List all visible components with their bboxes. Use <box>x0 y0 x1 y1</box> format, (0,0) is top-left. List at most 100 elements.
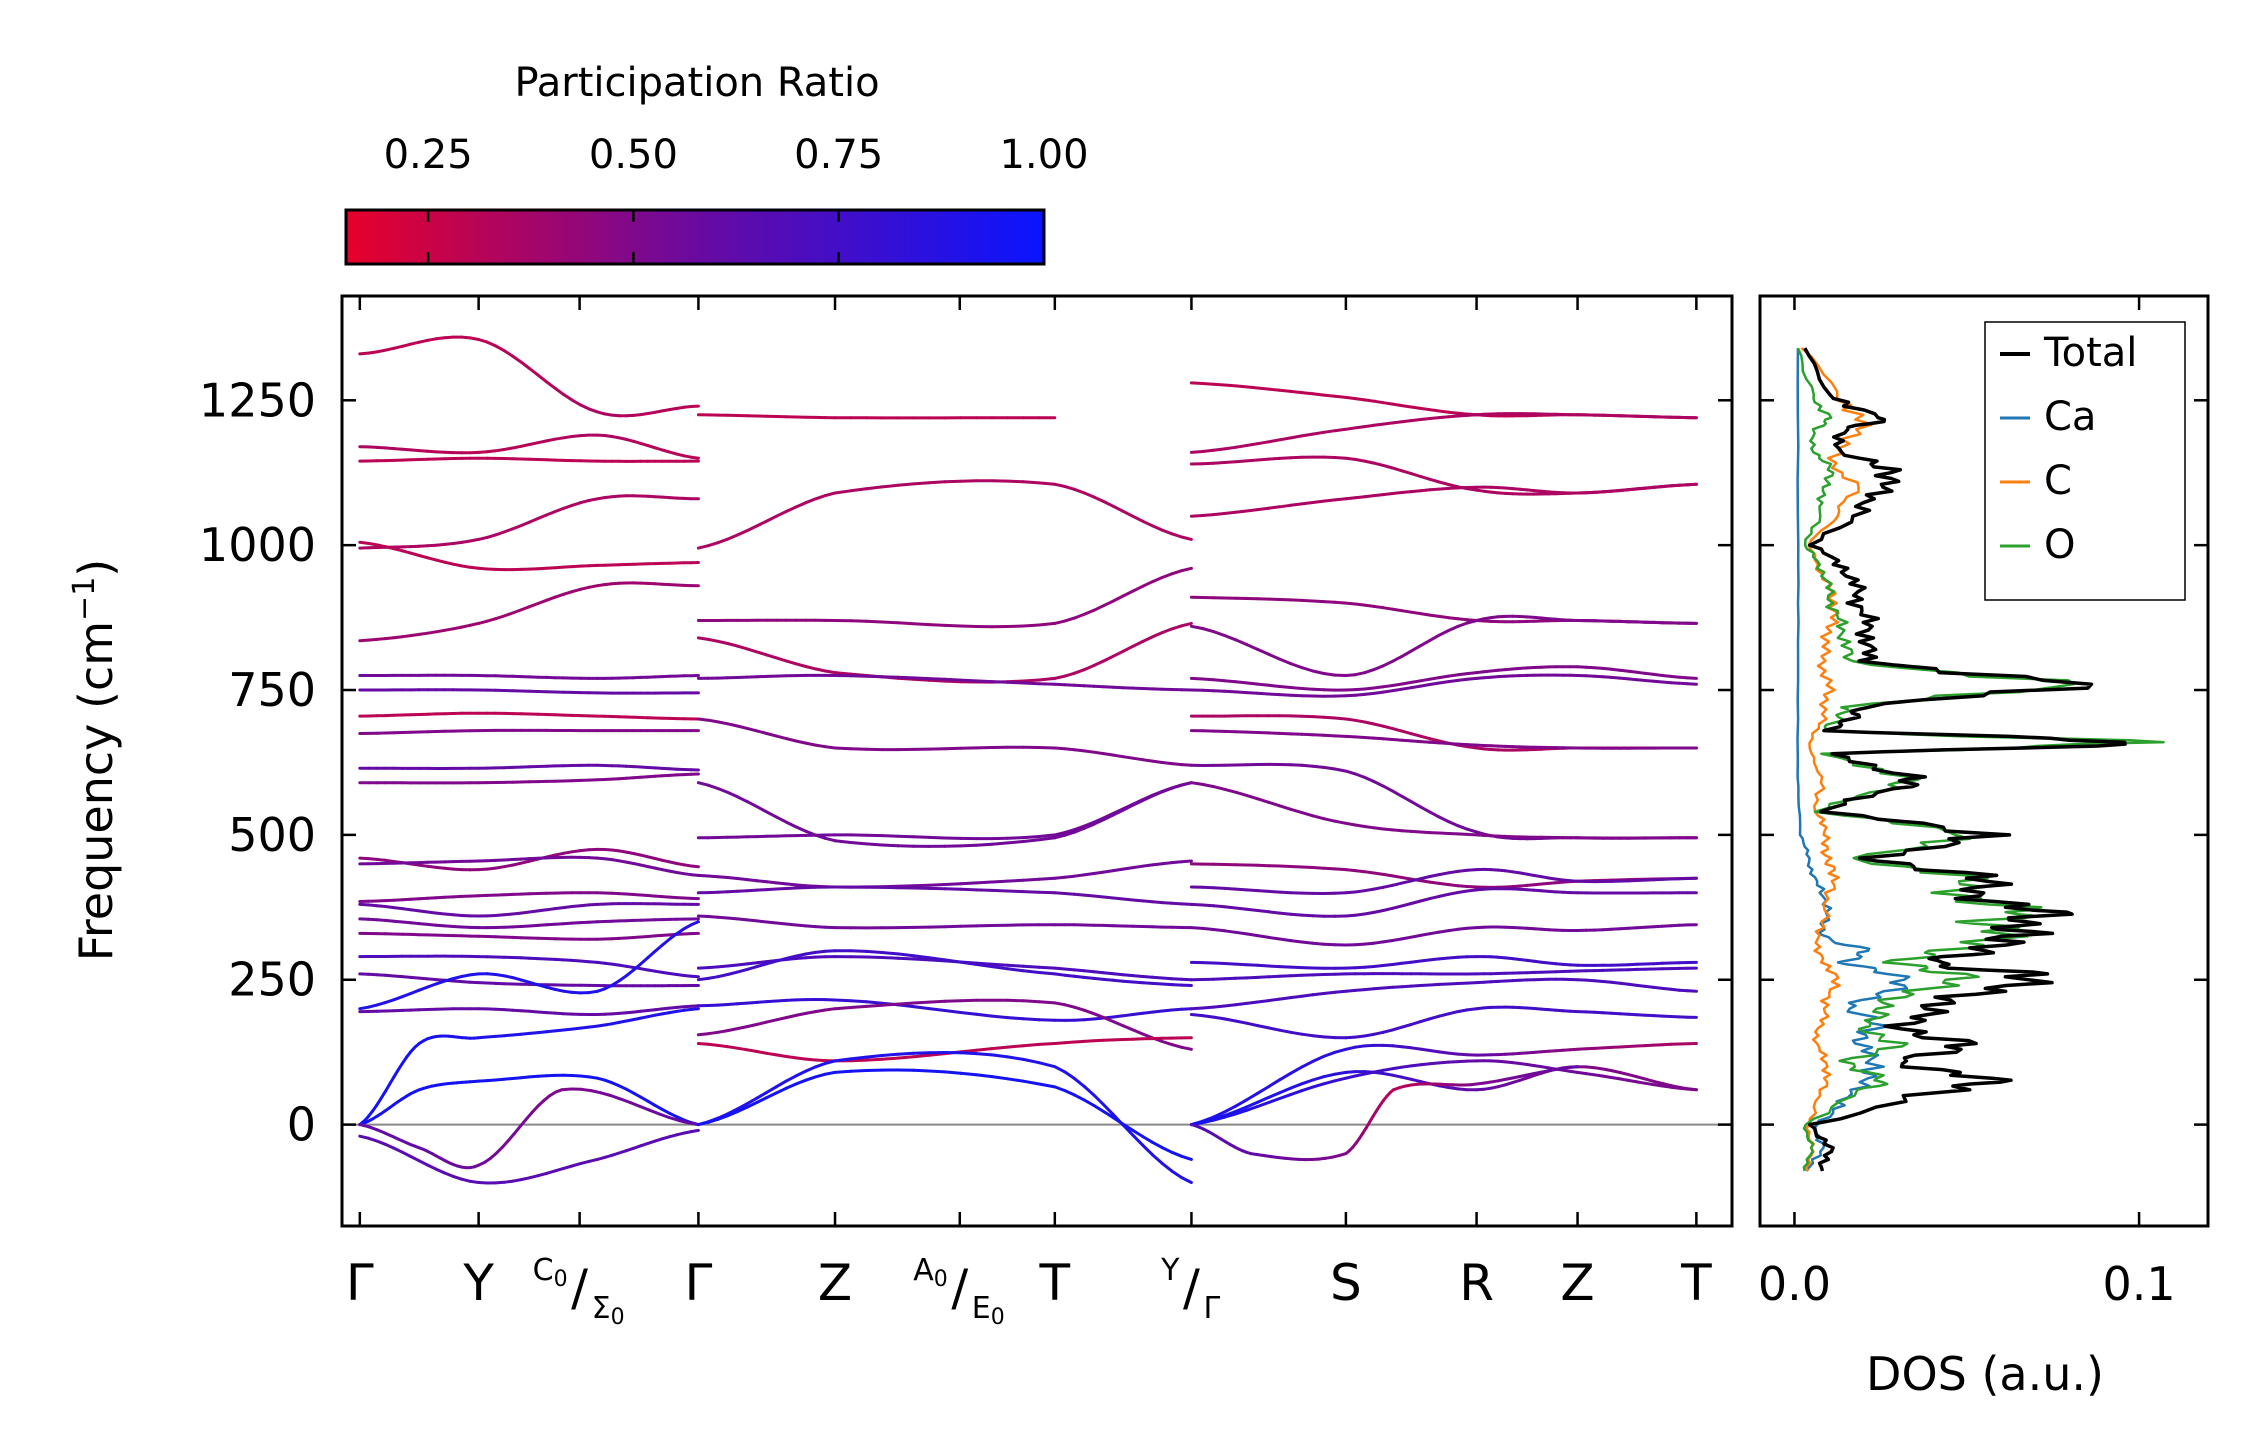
band-28-segment <box>896 621 915 626</box>
band-53-segment <box>1322 733 1337 738</box>
band-50-segment <box>1363 686 1376 691</box>
band-38-segment <box>1131 980 1145 985</box>
band-59-segment <box>1465 926 1479 930</box>
band-48-segment <box>1391 607 1404 613</box>
band-64-segment <box>1428 1049 1441 1054</box>
band-59-segment <box>1300 940 1315 945</box>
band-29-segment <box>784 659 798 666</box>
band-33-segment <box>1121 802 1135 811</box>
band-27-segment <box>755 519 769 528</box>
band-43-segment <box>1121 1122 1135 1132</box>
band-26-segment <box>392 1146 404 1154</box>
band-41-segment <box>804 1057 817 1062</box>
band-65-segment <box>1333 1070 1348 1076</box>
band-39-segment <box>1006 1016 1025 1021</box>
band-44-segment <box>1447 410 1460 415</box>
band-59-segment <box>1234 930 1249 936</box>
band-62-segment <box>1391 985 1404 989</box>
band-44-segment <box>1300 391 1315 396</box>
band-34-segment <box>1102 869 1115 874</box>
band-43-segment <box>1170 1150 1184 1158</box>
k-point-label-pair: Y / Γ <box>1160 1253 1220 1326</box>
band-27-segment <box>1037 481 1057 486</box>
band-41-segment <box>1021 1042 1041 1048</box>
band-53-segment <box>1372 736 1385 741</box>
band-66-segment <box>1333 1076 1348 1083</box>
band-40-segment <box>1160 1040 1174 1047</box>
band-32-segment <box>959 843 978 848</box>
y-tick-label: 250 <box>228 953 316 1007</box>
band-51-segment <box>1419 683 1432 688</box>
band-40-segment <box>1072 1005 1086 1012</box>
band-39-segment <box>1021 1017 1041 1022</box>
band-32-segment <box>896 844 915 848</box>
band-57-segment <box>1267 889 1282 894</box>
band-39-segment <box>990 1014 1010 1020</box>
band-40-segment <box>1170 1043 1184 1049</box>
band-38-segment <box>1111 978 1125 983</box>
band-27-segment <box>775 510 788 518</box>
band-38-segment <box>1092 976 1106 981</box>
band-27-segment <box>1063 484 1076 491</box>
band-21-segment <box>417 985 430 992</box>
band-38-segment <box>814 949 827 954</box>
band-35-segment <box>1180 902 1193 906</box>
band-44-segment <box>1212 382 1226 387</box>
band-34-segment <box>1021 877 1041 882</box>
band-53-segment <box>1437 741 1451 745</box>
band-29-segment <box>943 679 963 684</box>
band-41-segment <box>716 1043 730 1049</box>
band-25-segment <box>579 1087 593 1093</box>
band-59-segment <box>1353 942 1367 947</box>
band-27-segment <box>706 541 720 548</box>
band-58-segment <box>1447 891 1460 896</box>
band-51-segment <box>1256 691 1271 696</box>
band-39-segment <box>912 1005 931 1011</box>
band-52-segment <box>1344 717 1357 722</box>
band-43-segment <box>1180 1154 1193 1161</box>
band-51-segment <box>1391 687 1404 693</box>
band-43-segment <box>1021 1079 1041 1086</box>
band-63-segment <box>1447 1010 1460 1016</box>
band-25-segment <box>560 1087 573 1092</box>
band-49-segment <box>1363 668 1376 675</box>
band-45-segment <box>1363 423 1376 429</box>
band-33-segment <box>1111 807 1125 815</box>
band-37-segment <box>804 955 817 960</box>
band-31-segment <box>804 741 817 747</box>
band-28-segment <box>1141 580 1154 588</box>
band-50-segment <box>1289 686 1304 690</box>
band-31-segment <box>1160 761 1174 766</box>
band-4-segment <box>553 506 565 514</box>
legend-entry-c: C <box>2044 458 2072 504</box>
band-35-segment <box>959 887 978 892</box>
band-55-segment <box>1372 826 1385 831</box>
band-57-segment <box>1381 883 1395 889</box>
band-43-segment <box>726 1110 739 1118</box>
band-62-segment <box>1686 989 1698 993</box>
band-46-segment <box>1344 456 1357 461</box>
band-59-segment <box>1409 933 1423 939</box>
band-43-segment <box>745 1100 759 1109</box>
band-37-segment <box>1006 963 1025 968</box>
band-56-segment <box>1437 881 1451 887</box>
band-37-segment <box>1092 970 1106 975</box>
band-62-segment <box>1289 994 1304 1000</box>
band-49-segment <box>1353 671 1367 677</box>
band-27-segment <box>912 481 931 486</box>
band-32-segment <box>696 781 710 787</box>
band-33-segment <box>1021 835 1041 840</box>
band-40-segment <box>784 1013 798 1020</box>
band-64-segment <box>1278 1071 1293 1082</box>
band-65-segment <box>1437 1084 1451 1089</box>
band-41-segment <box>814 1058 827 1063</box>
band-42-segment <box>849 1055 868 1061</box>
band-58-segment <box>1212 904 1226 909</box>
band-62-segment <box>1428 982 1441 987</box>
band-66-segment <box>1428 1061 1441 1066</box>
band-27-segment <box>880 483 900 489</box>
band-21-segment <box>689 920 700 927</box>
band-64-segment <box>1363 1043 1376 1048</box>
band-35-segment <box>1072 892 1086 897</box>
